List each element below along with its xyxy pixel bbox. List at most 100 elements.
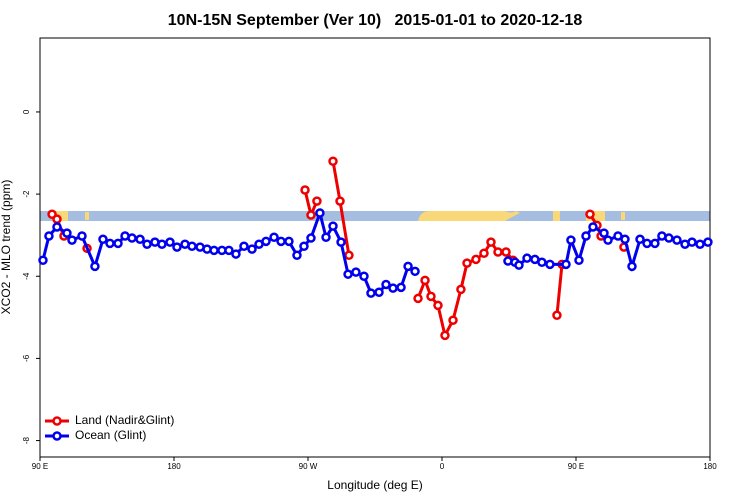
point: [410, 266, 420, 277]
legend-marker: [52, 431, 62, 441]
point: [98, 234, 108, 245]
point: [537, 257, 547, 268]
point: [306, 233, 316, 243]
point: [113, 238, 123, 249]
point: [336, 237, 346, 247]
x-tick-label: 180: [167, 462, 181, 471]
y-tick-label: -4: [22, 272, 31, 280]
series-line: [52, 161, 624, 335]
y-tick-label: -8: [22, 436, 31, 444]
point: [239, 241, 249, 252]
legend-marker: [52, 416, 62, 426]
point: [328, 221, 338, 231]
point: [359, 271, 369, 282]
point: [501, 247, 511, 257]
point: [566, 235, 576, 245]
point: [247, 244, 257, 254]
y-tick-label: -2: [22, 190, 31, 198]
point: [306, 210, 316, 220]
point: [635, 234, 645, 245]
point: [52, 222, 62, 232]
point: [335, 196, 345, 206]
point: [522, 253, 532, 263]
point: [462, 258, 472, 268]
point: [142, 239, 152, 249]
point: [52, 214, 62, 224]
point: [299, 241, 309, 252]
point: [157, 239, 167, 249]
point: [456, 284, 466, 295]
point: [486, 237, 496, 247]
point: [703, 237, 713, 247]
point: [38, 255, 48, 265]
point: [269, 232, 279, 242]
y-axis-label: XCO2 - MLO trend (ppm): [0, 180, 13, 315]
point: [381, 279, 391, 290]
point: [127, 233, 137, 243]
ocean-band: [40, 211, 710, 221]
legend-label: Ocean (Glint): [75, 428, 146, 442]
point: [62, 228, 72, 238]
point: [77, 231, 87, 241]
point: [321, 232, 331, 242]
point: [420, 275, 430, 286]
point: [426, 291, 436, 302]
x-tick-label: 0: [440, 462, 445, 471]
point: [514, 260, 524, 270]
point: [343, 269, 353, 279]
point: [545, 259, 555, 270]
point: [44, 231, 54, 241]
point: [135, 234, 145, 245]
land-patch: [553, 211, 560, 221]
point: [574, 255, 584, 265]
point: [224, 245, 234, 256]
x-tick-label: 90 W: [299, 462, 318, 471]
point: [588, 222, 598, 232]
point: [187, 241, 197, 252]
land-patch: [85, 212, 89, 220]
point: [695, 239, 705, 249]
y-tick-label: 0: [22, 109, 31, 114]
point: [642, 238, 652, 249]
point: [292, 250, 302, 261]
point: [315, 208, 325, 218]
point: [599, 228, 609, 238]
point: [620, 234, 630, 245]
point: [351, 267, 361, 277]
plot-frame: [39, 37, 711, 458]
point: [374, 287, 384, 298]
point: [172, 242, 182, 252]
point: [403, 261, 413, 272]
point: [581, 231, 591, 241]
point: [67, 235, 77, 245]
series-line: [41, 207, 709, 295]
point: [479, 248, 489, 259]
point: [388, 283, 398, 293]
chart-title: 10N-15N September (Ver 10) 2015-01-01 to…: [168, 12, 583, 29]
point: [209, 245, 219, 256]
legend-label: Land (Nadir&Glint): [75, 413, 174, 427]
point: [433, 300, 443, 311]
point: [613, 231, 623, 241]
land-ocean-band: [40, 211, 710, 221]
point: [552, 310, 562, 321]
point: [440, 330, 450, 341]
point: [276, 236, 286, 247]
point: [627, 261, 637, 272]
point: [284, 236, 294, 247]
land-patch: [586, 211, 605, 221]
point: [493, 247, 503, 257]
point: [448, 315, 458, 325]
point: [231, 249, 241, 259]
point: [366, 288, 376, 298]
point: [300, 185, 310, 195]
point: [664, 233, 674, 243]
point: [105, 238, 115, 249]
point: [561, 259, 571, 270]
x-tick-label: 90 E: [32, 462, 48, 471]
point: [603, 235, 613, 245]
point: [687, 237, 697, 247]
point: [90, 261, 100, 272]
point: [650, 238, 660, 249]
